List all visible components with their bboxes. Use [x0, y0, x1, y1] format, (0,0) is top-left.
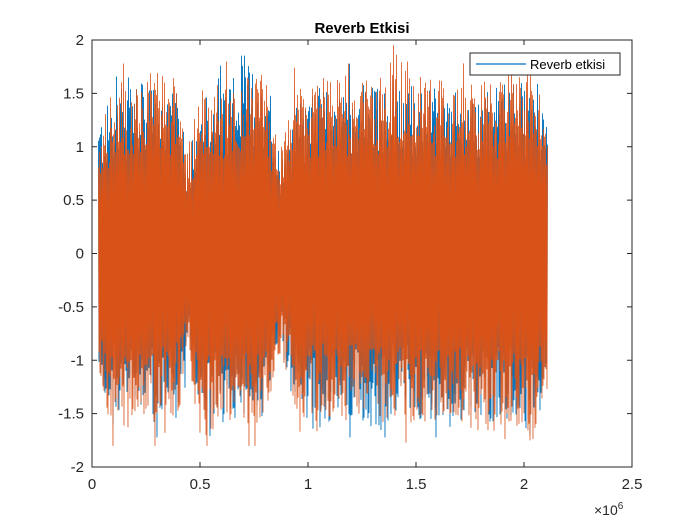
y-tick-label: -0.5 — [58, 299, 84, 316]
y-tick-label: 2 — [76, 32, 84, 49]
y-axis: -2 -1.5 -1 -0.5 0 0.5 1 1.5 2 — [58, 32, 632, 476]
y-tick-label: -2 — [71, 459, 84, 476]
legend: Reverb etkisi — [469, 52, 621, 76]
axes: 0 0.5 1 1.5 2 2.5 -2 -1.5 -1 -0.5 0 0.5 1 1.5 2 — [58, 32, 642, 493]
x-exponent-power: 6 — [618, 501, 624, 512]
y-tick-label: -1 — [71, 352, 84, 369]
x-tick-label: 1 — [304, 476, 312, 493]
x-exponent-base: ×10 — [594, 502, 618, 518]
legend-label-reverb-etkisi: Reverb etkisi — [530, 57, 605, 72]
x-axis: 0 0.5 1 1.5 2 2.5 — [88, 40, 643, 493]
legend-box — [469, 52, 621, 76]
y-tick-label: 1 — [76, 139, 84, 156]
x-tick-label: 1.5 — [406, 476, 427, 493]
x-exponent-label: ×106 — [594, 501, 624, 518]
y-tick-label: 0.5 — [63, 192, 84, 209]
y-tick-label: 1.5 — [63, 85, 84, 102]
chart-title: Reverb Etkisi — [314, 20, 409, 37]
x-tick-label: 0 — [88, 476, 96, 493]
x-tick-label: 2.5 — [622, 476, 643, 493]
series-layer — [98, 44, 548, 447]
series-line-2 — [98, 44, 548, 447]
y-tick-label: 0 — [76, 246, 84, 263]
x-tick-label: 2 — [520, 476, 528, 493]
x-tick-label: 0.5 — [190, 476, 211, 493]
y-tick-label: -1.5 — [58, 406, 84, 423]
